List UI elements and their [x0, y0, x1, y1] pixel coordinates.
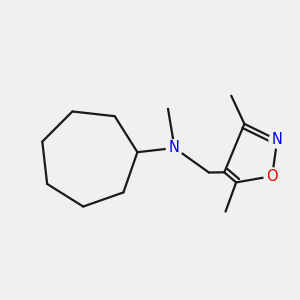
Text: N: N	[272, 132, 283, 147]
Text: N: N	[169, 140, 180, 155]
Text: O: O	[266, 169, 278, 184]
Circle shape	[264, 168, 280, 184]
Circle shape	[167, 140, 183, 156]
Circle shape	[269, 132, 285, 148]
